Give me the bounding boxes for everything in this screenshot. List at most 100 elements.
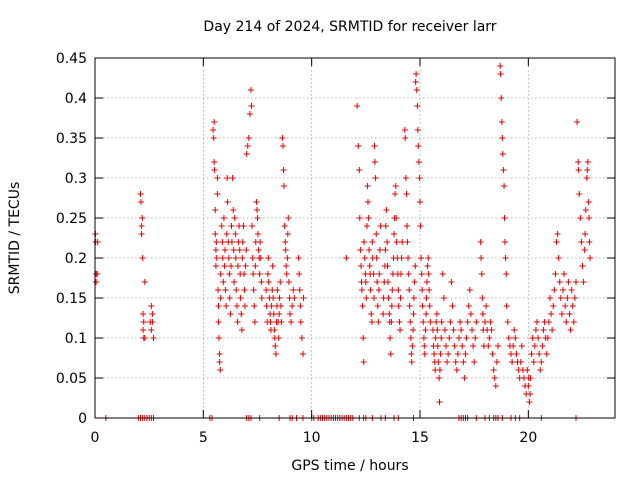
data-point: [479, 295, 486, 301]
data-point: [547, 295, 553, 301]
data-point: [539, 343, 546, 349]
data-point: [270, 295, 277, 301]
data-point: [148, 327, 155, 333]
data-point: [277, 279, 284, 285]
data-point: [425, 271, 432, 277]
data-point: [569, 303, 576, 309]
data-point: [498, 119, 505, 125]
data-point: [403, 191, 410, 197]
data-point: [276, 295, 283, 301]
data-point: [549, 327, 556, 333]
data-point: [371, 159, 378, 165]
data-point: [580, 279, 587, 285]
data-point: [441, 327, 448, 333]
data-point: [503, 271, 510, 277]
data-point: [220, 215, 227, 221]
data-point: [232, 231, 239, 237]
data-point: [272, 351, 279, 357]
data-point: [233, 287, 240, 293]
data-point: [365, 199, 371, 205]
data-point: [502, 255, 509, 261]
data-point: [421, 343, 428, 349]
data-point: [228, 223, 235, 229]
data-point: [587, 255, 594, 261]
data-point: [434, 343, 441, 349]
data-point: [238, 327, 245, 333]
data-point: [423, 311, 430, 317]
data-point: [264, 271, 271, 277]
data-point: [458, 327, 465, 333]
x-tick-labels: 0 5 10 15 20: [91, 430, 538, 446]
data-point: [450, 327, 457, 333]
data-point: [375, 319, 382, 325]
data-point: [414, 103, 421, 109]
data-point: [411, 279, 418, 285]
data-point: [538, 359, 545, 365]
data-point: [582, 207, 589, 213]
data-point: [384, 279, 391, 285]
data-point: [397, 271, 404, 277]
data-point: [282, 247, 289, 253]
data-point: [583, 175, 590, 181]
data-point: [219, 255, 226, 261]
data-point: [408, 351, 415, 357]
data-point: [405, 271, 412, 277]
data-point: [438, 319, 445, 325]
data-point: [360, 335, 367, 341]
data-point: [140, 311, 147, 317]
data-point: [215, 287, 222, 293]
data-point: [562, 303, 569, 309]
data-point: [534, 319, 540, 325]
data-point: [489, 351, 496, 357]
data-point: [94, 239, 101, 245]
data-point: [228, 239, 235, 245]
data-point: [239, 255, 246, 261]
data-point: [383, 207, 390, 213]
data-point: [470, 343, 477, 349]
data-point: [467, 311, 474, 317]
data-point: [419, 287, 426, 293]
data-point: [525, 383, 532, 389]
data-point: [457, 319, 464, 325]
data-point: [486, 335, 493, 341]
data-point: [567, 327, 574, 333]
data-point: [251, 319, 258, 325]
data-point: [369, 239, 376, 245]
data-point: [149, 319, 156, 325]
data-point: [501, 239, 508, 245]
data-point: [444, 359, 451, 365]
data-point: [387, 335, 394, 341]
data-point: [210, 135, 217, 141]
data-point: [557, 295, 564, 301]
data-point: [405, 255, 412, 261]
data-point: [490, 367, 497, 373]
data-point: [231, 279, 238, 285]
data-point: [363, 223, 370, 229]
data-point: [463, 335, 470, 341]
y-tick-label: 0.35: [56, 131, 87, 147]
data-point: [526, 399, 533, 405]
data-point: [478, 271, 485, 277]
data-point: [285, 279, 292, 285]
data-point: [439, 271, 446, 277]
chart-title: Day 214 of 2024, SRMTID for receiver lar…: [203, 19, 496, 35]
data-point: [217, 367, 224, 373]
data-point: [366, 247, 373, 253]
data-point: [426, 303, 433, 309]
data-point: [448, 279, 455, 285]
data-point: [253, 199, 260, 205]
data-point: [371, 295, 378, 301]
grid-lines: [95, 58, 615, 418]
data-point: [423, 279, 430, 285]
data-point: [278, 319, 285, 325]
data-point: [402, 175, 409, 181]
data-point: [276, 311, 283, 317]
data-point: [356, 167, 363, 173]
data-point: [487, 319, 494, 325]
data-point: [434, 327, 441, 333]
data-point: [241, 271, 248, 277]
data-point: [374, 279, 381, 285]
